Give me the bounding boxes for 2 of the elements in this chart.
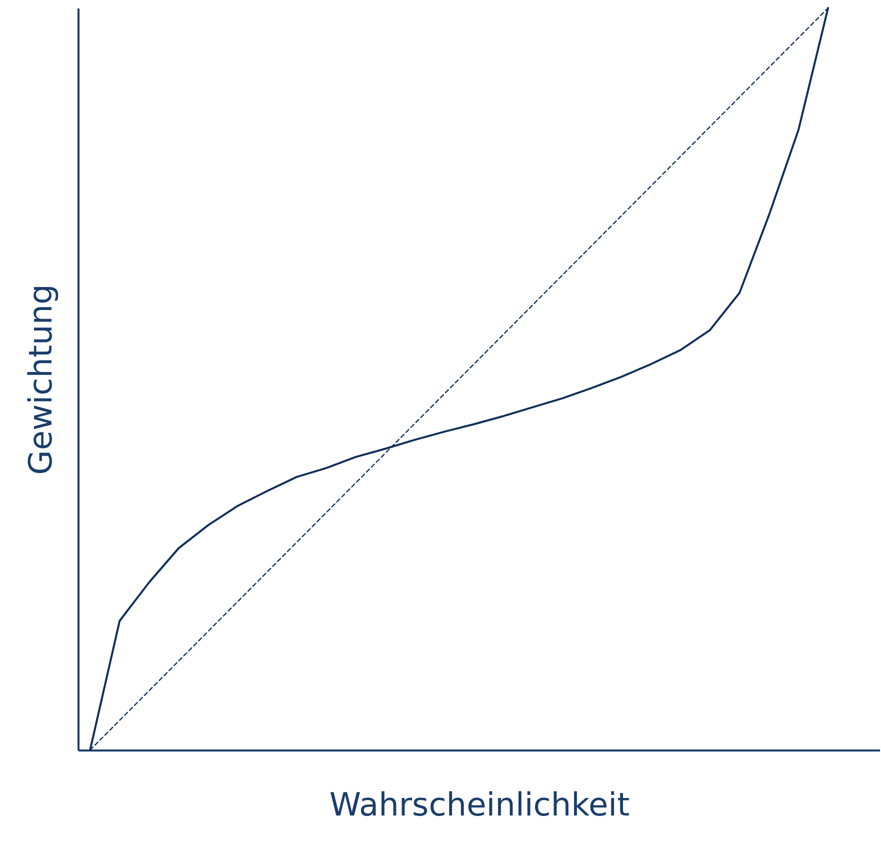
x-axis-title: Wahrscheinlichkeit [329,786,630,824]
y-axis-title: Gewichtung [22,284,60,475]
